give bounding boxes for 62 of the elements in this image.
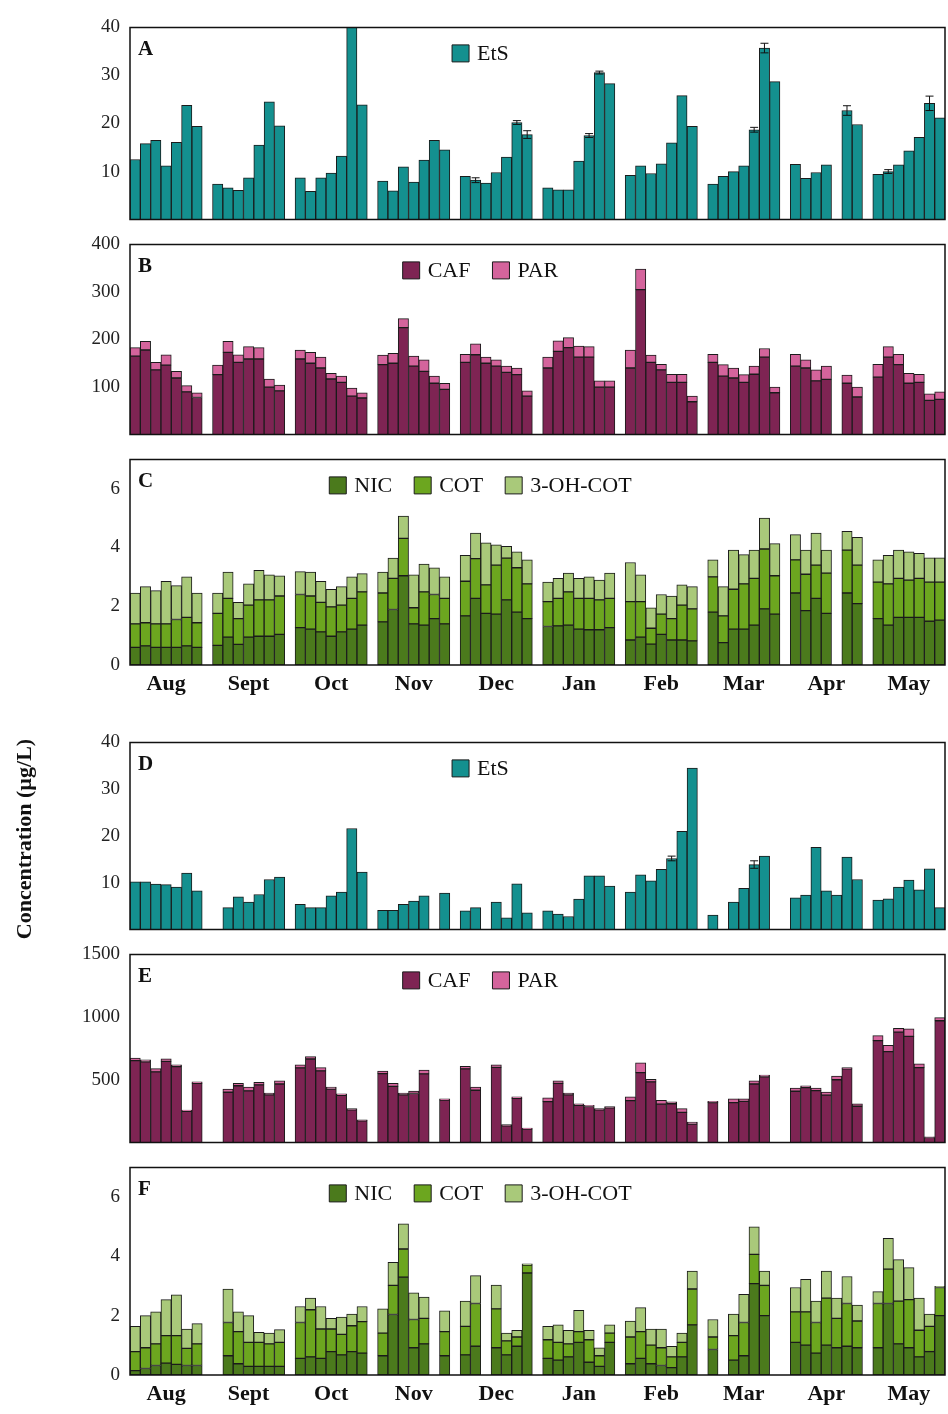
x-tick-label: Aug [146,1379,186,1405]
legend-label: 3-OH-COT [530,472,633,498]
legend-label: COT [439,472,484,498]
x-tick-label: May [887,669,931,695]
chart-title: B [138,252,153,277]
y-tick-label: 100 [91,375,120,397]
legend-label: PAR [517,257,559,283]
x-tick-label: Nov [394,669,433,695]
x-tick-label: Jan [561,669,596,695]
y-tick-label: 0 [110,1362,120,1384]
chart-title: C [138,467,154,492]
x-tick-label: Apr [807,1379,846,1405]
legend-label: NIC [354,472,393,498]
y-tick-label: 10 [101,870,120,892]
x-tick-label: Jan [561,1379,596,1405]
y-tick-label: 4 [110,535,121,557]
chart-title: F [138,1175,151,1200]
y-tick-label: 200 [91,327,120,349]
y-tick-label: 20 [101,111,120,133]
y-tick-label: 300 [91,279,120,301]
x-tick-label: Feb [643,1379,680,1405]
legend-label: EtS [477,755,509,781]
y-tick-label: 500 [91,1067,120,1089]
y-tick-label: 2 [110,1303,120,1325]
x-tick-label: May [887,1379,931,1405]
legend-label: PAR [517,967,559,993]
x-tick-label: Oct [314,1379,349,1405]
legend-label: NIC [354,1180,393,1206]
y-tick-label: 400 [91,232,120,254]
x-tick-label: Oct [314,669,349,695]
chart-title: D [138,750,154,775]
legend-label: EtS [477,40,509,66]
y-tick-label: 0 [110,652,120,674]
y-tick-label: 6 [110,1185,120,1207]
x-tick-label: Dec [478,1379,515,1405]
y-tick-label: 2 [110,594,120,616]
y-tick-label: 6 [110,476,120,498]
x-tick-label: Sept [227,669,271,695]
y-tick-label: 4 [110,1244,121,1266]
x-tick-label: Feb [643,669,680,695]
y-tick-label: 1500 [82,942,120,964]
legend-label: CAF [427,967,471,993]
x-tick-label: Mar [723,1379,765,1405]
y-tick-label: 30 [101,63,120,85]
legend-label: COT [439,1180,484,1206]
x-tick-label: Sept [227,1379,271,1405]
y-tick-label: 30 [101,777,120,799]
x-tick-label: Dec [478,669,515,695]
chart-title: A [138,35,154,60]
y-tick-label: 20 [101,823,120,845]
chart-title: E [138,962,153,987]
y-axis-title: Concentration (µg/L) [11,738,37,940]
y-tick-label: 40 [101,730,120,752]
x-tick-label: Aug [146,669,186,695]
legend-label: CAF [427,257,471,283]
legend-label: 3-OH-COT [530,1180,633,1206]
x-tick-label: Nov [394,1379,433,1405]
y-tick-label: 10 [101,159,120,181]
x-tick-label: Mar [723,669,765,695]
y-tick-label: 1000 [82,1005,120,1027]
x-tick-label: Apr [807,669,846,695]
y-tick-label: 40 [101,15,120,37]
